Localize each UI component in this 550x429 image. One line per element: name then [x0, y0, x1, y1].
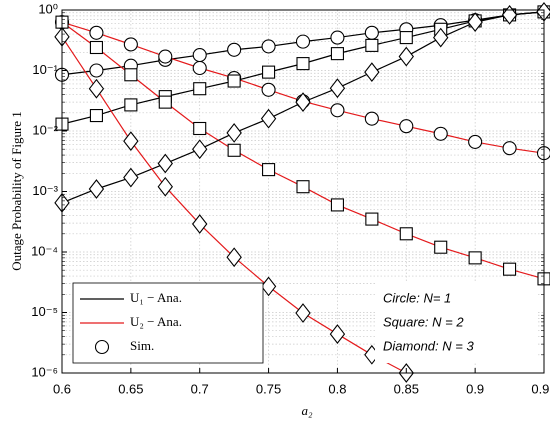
circle-marker	[502, 141, 517, 156]
x-tick-label: 0.9	[466, 381, 484, 396]
circle-marker	[227, 42, 242, 57]
circle-marker	[123, 37, 138, 52]
square-marker	[227, 74, 241, 88]
x-tick-label: 0.65	[118, 381, 143, 396]
square-marker	[503, 262, 517, 276]
circle-marker	[192, 60, 207, 76]
diamond-marker	[295, 92, 311, 113]
diamond-marker	[260, 276, 277, 297]
y-tick-label: 10⁻²	[32, 122, 58, 137]
circle-marker	[364, 111, 379, 126]
square-marker	[89, 109, 103, 123]
square-marker	[296, 180, 310, 194]
diamond-marker	[123, 131, 139, 152]
x-tick-label: 0.75	[256, 381, 281, 396]
y-tick-label: 10⁻⁵	[31, 304, 58, 319]
diamond-marker	[467, 12, 483, 33]
square-marker	[399, 227, 413, 241]
diamond-marker	[123, 167, 139, 188]
circle-marker	[295, 34, 311, 49]
x-tick-label: 0.85	[394, 381, 419, 396]
diamond-marker	[226, 247, 242, 268]
square-marker	[227, 143, 241, 157]
square-marker	[468, 251, 482, 265]
diamond-marker	[433, 27, 449, 48]
square-marker	[434, 240, 448, 254]
legend-label: U₂ − Ana.	[130, 314, 182, 329]
annotation-box: Circle: N= 1 Square: N = 2 Diamond: N = 3	[375, 283, 537, 363]
y-tick-label: 10⁰	[38, 1, 58, 16]
square-marker	[193, 121, 207, 136]
legend-label: U₁ − Ana.	[130, 290, 182, 305]
square-marker	[262, 65, 276, 79]
square-marker	[365, 38, 379, 52]
square-marker	[124, 98, 138, 112]
diamond-marker	[329, 324, 346, 344]
circle-marker	[158, 49, 173, 64]
y-tick-label: 10⁻¹	[32, 62, 58, 77]
circle-marker	[399, 119, 414, 134]
square-marker	[124, 68, 138, 82]
legend-label: Sim.	[130, 338, 154, 353]
circle-marker	[330, 30, 345, 45]
diamond-marker	[364, 62, 380, 83]
circle-marker	[433, 126, 448, 141]
circle-marker	[94, 339, 110, 355]
y-tick-label: 10⁻⁴	[31, 243, 58, 258]
circle-marker	[261, 82, 276, 97]
circle-marker	[192, 48, 207, 63]
square-marker	[193, 82, 207, 96]
y-axis-label: Outage Probability of Figure 1	[9, 111, 24, 271]
diamond-marker	[157, 153, 173, 174]
x-tick-label: 0.7	[191, 381, 209, 396]
diamond-marker	[329, 78, 346, 99]
diamond-marker	[226, 123, 242, 143]
circle-marker	[261, 39, 276, 54]
circle-marker	[89, 25, 104, 40]
square-marker	[158, 95, 172, 109]
x-tick-label: 0.6	[53, 381, 71, 396]
x-axis-label: a₂	[301, 403, 313, 418]
diamond-marker	[295, 303, 311, 323]
diamond-marker	[192, 139, 208, 160]
diamond-marker	[88, 78, 105, 99]
annotation: Square: N = 2	[383, 314, 464, 329]
circle-marker	[89, 63, 104, 78]
square-marker	[296, 57, 310, 71]
diamond-marker	[398, 46, 414, 67]
y-tick-label: 10⁻³	[32, 183, 58, 198]
circle-marker	[330, 103, 345, 118]
circle-marker	[364, 25, 379, 40]
diamond-marker	[88, 179, 105, 199]
diamond-marker	[192, 214, 208, 234]
square-marker	[89, 40, 103, 55]
legend: U₁ − Ana. U₂ − Ana. Sim.	[72, 282, 264, 364]
annotation: Circle: N= 1	[383, 290, 451, 305]
circle-marker	[468, 134, 483, 149]
diamond-marker	[157, 176, 173, 197]
annotation-background	[375, 283, 537, 363]
square-marker	[330, 47, 344, 61]
diamond-marker	[260, 108, 277, 129]
square-marker	[365, 212, 379, 226]
y-tick-label: 10⁻⁶	[31, 364, 58, 379]
square-marker	[330, 198, 344, 212]
square-marker	[262, 163, 276, 177]
axes: 10⁻⁶ 10⁻⁵ 10⁻⁴ 10⁻³ 10⁻² 10⁻¹ 10⁰ 0.6 0.65 0.7 0.7…	[31, 1, 550, 396]
x-tick-label: 0.8	[328, 381, 346, 396]
annotation: Diamond: N = 3	[383, 338, 474, 353]
plot	[54, 2, 550, 383]
x-tick-label: 0.95	[531, 381, 550, 396]
square-marker	[399, 31, 413, 45]
